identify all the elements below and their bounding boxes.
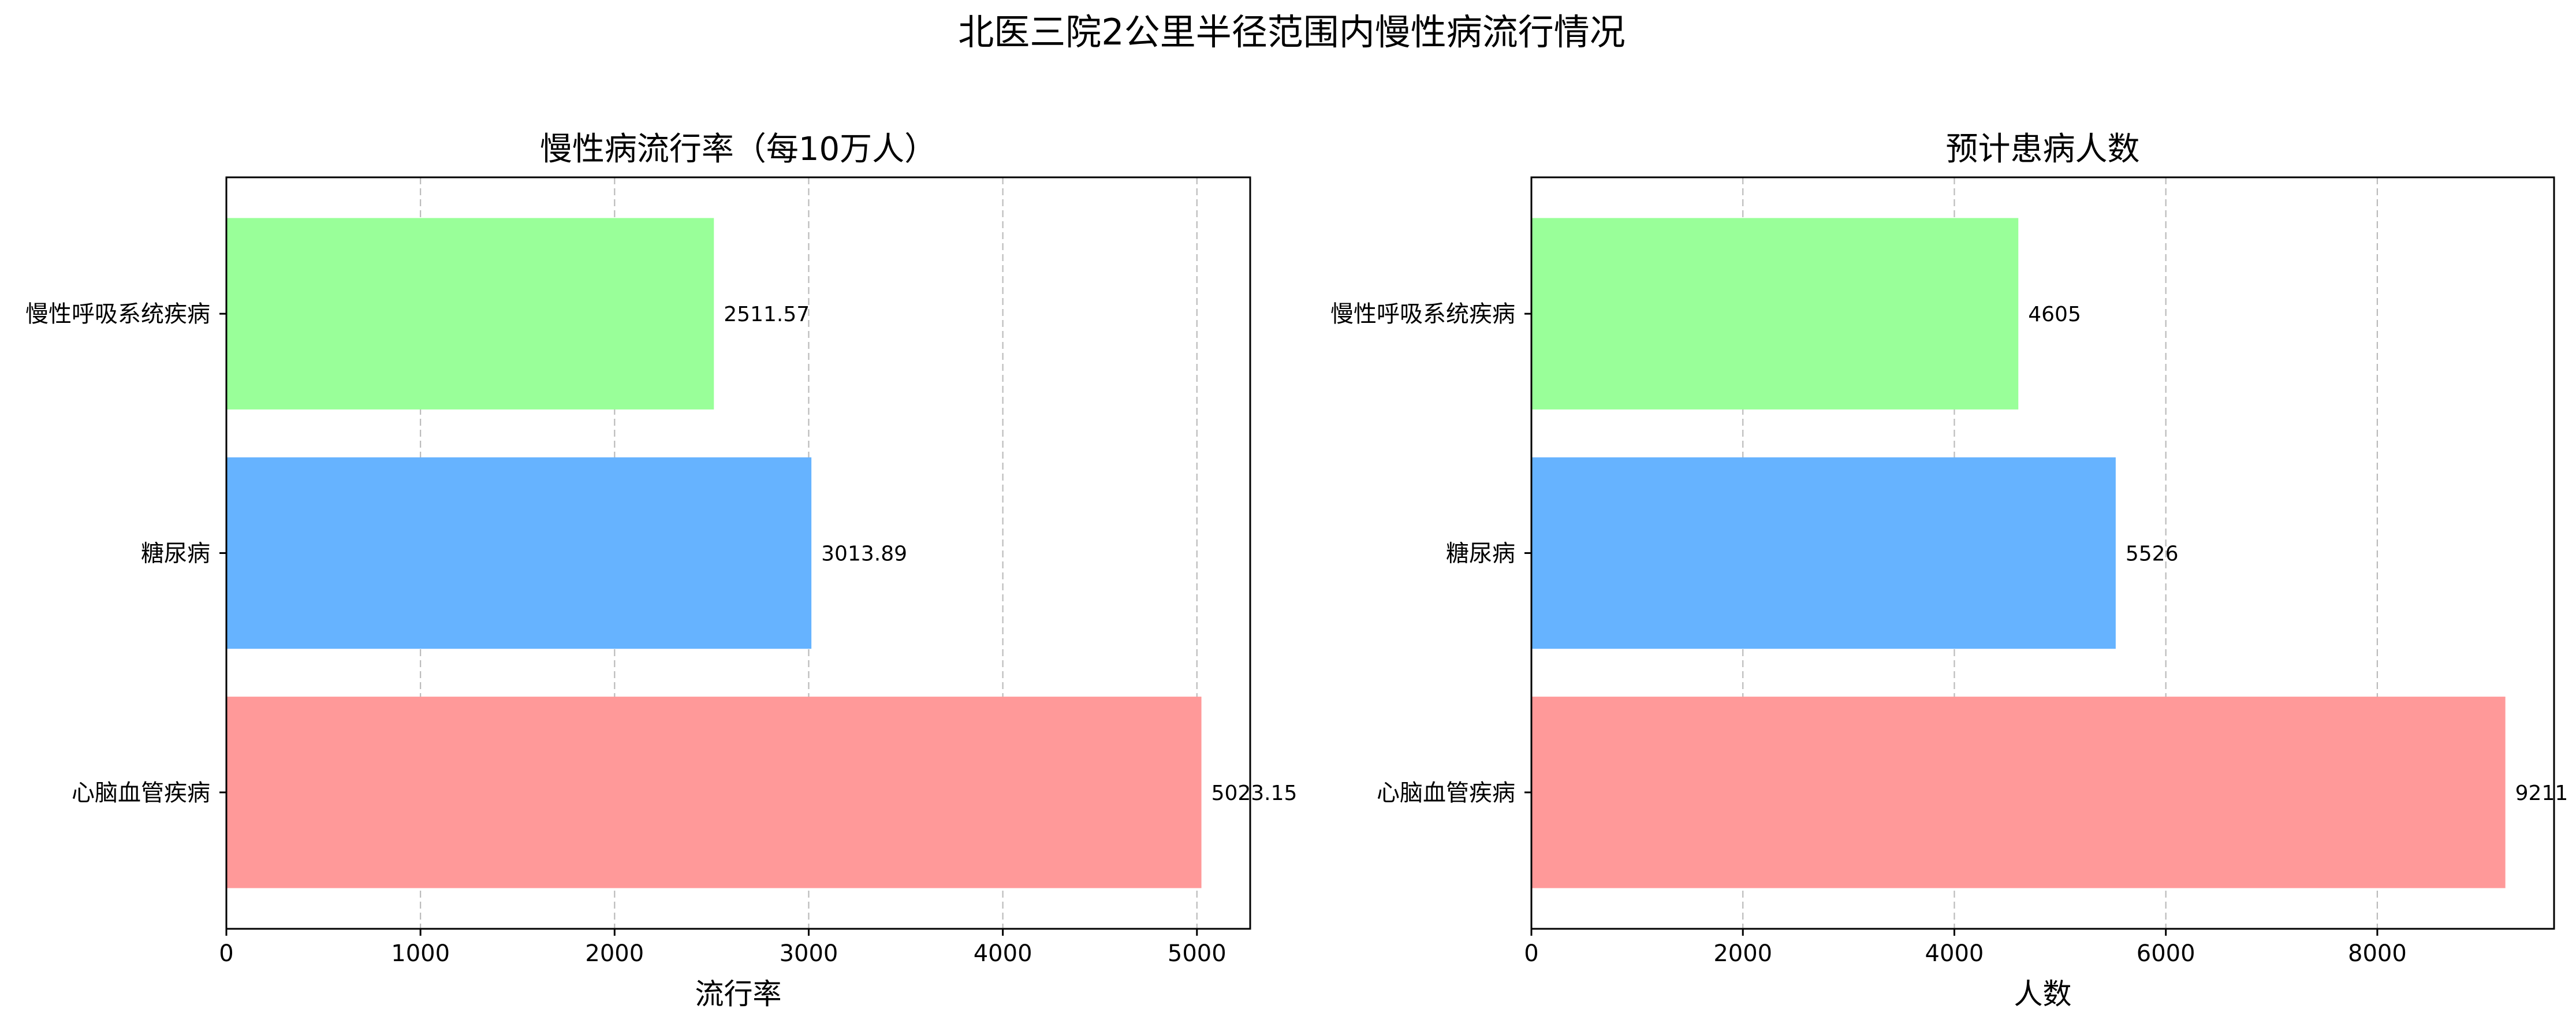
bar-value-label-count-respiratory: 4605 xyxy=(2028,303,2081,326)
bar-rate-diabetes xyxy=(226,457,812,649)
category-label-count-respiratory: 慢性呼吸系统疾病 xyxy=(1330,301,1515,328)
bar-rate-cardio xyxy=(226,697,1202,888)
category-label-count-cardio: 心脑血管疾病 xyxy=(1377,780,1515,806)
bar-value-label-rate-respiratory: 2511.57 xyxy=(724,303,810,326)
plot-frame-count xyxy=(1530,176,2555,930)
xtick-label-count-1: 2000 xyxy=(1713,940,1772,967)
x-axis-label-rate: 流行率 xyxy=(695,977,782,1011)
xtick-label-rate-4: 4000 xyxy=(974,940,1032,967)
bar-rate-respiratory xyxy=(226,218,714,410)
x-axis-label-count: 人数 xyxy=(2014,977,2072,1011)
xtick-label-rate-2: 2000 xyxy=(585,940,644,967)
xtick-label-count-3: 6000 xyxy=(2137,940,2195,967)
bar-value-label-rate-cardio: 5023.15 xyxy=(1211,782,1298,805)
xtick-label-count-2: 4000 xyxy=(1925,940,1984,967)
xtick-label-rate-5: 5000 xyxy=(1168,940,1227,967)
bar-value-label-count-diabetes: 5526 xyxy=(2126,542,2179,566)
xtick-label-rate-0: 0 xyxy=(219,940,233,967)
bar-value-label-count-cardio: 9211 xyxy=(2515,782,2568,805)
category-label-rate-diabetes: 糖尿病 xyxy=(141,541,210,567)
xtick-label-rate-1: 1000 xyxy=(391,940,450,967)
bar-count-diabetes xyxy=(1531,457,2116,649)
category-label-rate-cardio: 心脑血管疾病 xyxy=(72,780,210,806)
xtick-label-rate-3: 3000 xyxy=(780,940,838,967)
xtick-label-count-0: 0 xyxy=(1524,940,1538,967)
bar-count-respiratory xyxy=(1531,218,2019,410)
bar-value-label-rate-diabetes: 3013.89 xyxy=(821,542,907,566)
category-label-rate-respiratory: 慢性呼吸系统疾病 xyxy=(25,301,210,328)
xtick-label-count-4: 8000 xyxy=(2348,940,2407,967)
bar-count-cardio xyxy=(1531,697,2506,888)
estimated-patients-panel: 9211 心脑血管疾病 5526 糖尿病 4605 慢性呼吸系统疾病 0 2000 4000 60… xyxy=(1330,131,2568,1011)
axes-title-rate: 慢性病流行率（每10万人） xyxy=(540,131,937,168)
axes-title-count: 预计患病人数 xyxy=(1946,131,2140,168)
category-label-count-diabetes: 糖尿病 xyxy=(1446,541,1515,567)
prevalence-rate-panel: 5023.15 心脑血管疾病 3013.89 糖尿病 2511.57 慢性呼吸系统疾病 0 1… xyxy=(25,131,1297,1011)
plot-frame-rate xyxy=(225,176,1251,930)
figure-title: 北医三院2公里半径范围内慢性病流行情况 xyxy=(958,11,1625,53)
